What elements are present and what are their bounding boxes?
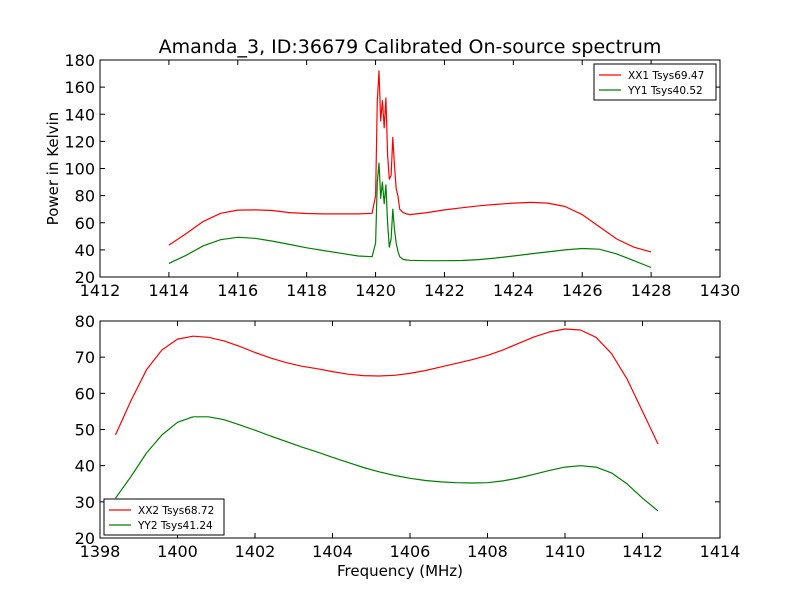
y-tick-label: 160 (64, 78, 95, 97)
y-tick-label: 40 (75, 457, 95, 476)
x-tick-label: 1414 (149, 281, 190, 300)
y-tick-label: 50 (75, 421, 95, 440)
legend-entry: XX2 Tsys68.72 (138, 505, 214, 517)
y-tick-label: 20 (75, 268, 95, 287)
x-tick-label: 1412 (80, 281, 121, 300)
x-tick-label: 1430 (700, 281, 741, 300)
x-tick-label: 1410 (545, 542, 586, 561)
legend-1: XX1 Tsys69.47 YY1 Tsys40.52 (593, 63, 717, 101)
plot-panel-1: 1412 1414 1416 1418 1420 1422 1424 1426 1428 1430… (44, 51, 740, 300)
y-tick-label: 40 (75, 241, 95, 260)
x-tick-label: 1428 (631, 281, 672, 300)
x-tick-label: 1422 (424, 281, 465, 300)
plots-group: 1412 1414 1416 1418 1420 1422 1424 1426 1428 1430… (44, 51, 740, 580)
x-tick-label: 1418 (286, 281, 327, 300)
x-tick-label: 1424 (493, 281, 534, 300)
y-tick-label: 20 (75, 529, 95, 548)
series-line-1-2 (168, 162, 652, 269)
y-tick-label: 180 (64, 51, 95, 70)
x-tick-label: 1406 (390, 542, 431, 561)
legend-entry: YY2 Tsys41.24 (137, 520, 213, 532)
x-tick-label: 1408 (467, 542, 508, 561)
x-tick-label: 1412 (622, 542, 663, 561)
series-line-2-1 (114, 328, 659, 445)
legend-entry: XX1 Tsys69.47 (628, 70, 704, 82)
y-tick-label: 70 (75, 348, 95, 367)
x-tick-label: 1398 (80, 542, 121, 561)
x-tick-label: 1414 (700, 542, 741, 561)
chart-title: Amanda_3, ID:36679 Calibrated On-source … (159, 36, 662, 58)
legend-box (103, 498, 225, 536)
series-line-2-2 (115, 416, 659, 512)
x-axis-label: Frequency (MHz) (337, 562, 463, 580)
x-tick-label: 1416 (217, 281, 258, 300)
legend-entry: YY1 Tsys40.52 (627, 85, 703, 97)
series-line-1-1 (168, 70, 652, 253)
y-tick-label: 60 (75, 214, 95, 233)
y-tick-label: 80 (75, 187, 95, 206)
y-tick-label: 80 (75, 312, 95, 331)
plot-panel-2: 1398 1400 1402 1404 1406 1408 1410 1412 1414 20 30… (75, 312, 741, 580)
y-tick-label: 60 (75, 384, 95, 403)
legend-2: XX2 Tsys68.72 YY2 Tsys41.24 (103, 498, 225, 536)
y-axis-label: Power in Kelvin (44, 112, 62, 226)
x-tick-label: 1420 (355, 281, 396, 300)
y-tick-label: 120 (64, 132, 95, 151)
legend-box (593, 63, 717, 101)
y-tick-label: 140 (64, 105, 95, 124)
x-tick-label: 1402 (235, 542, 276, 561)
x-tick-label: 1404 (312, 542, 353, 561)
x-tick-label: 1400 (157, 542, 198, 561)
y-tick-label: 100 (64, 160, 95, 179)
x-tick-label: 1426 (562, 281, 603, 300)
y-tick-label: 30 (75, 493, 95, 512)
